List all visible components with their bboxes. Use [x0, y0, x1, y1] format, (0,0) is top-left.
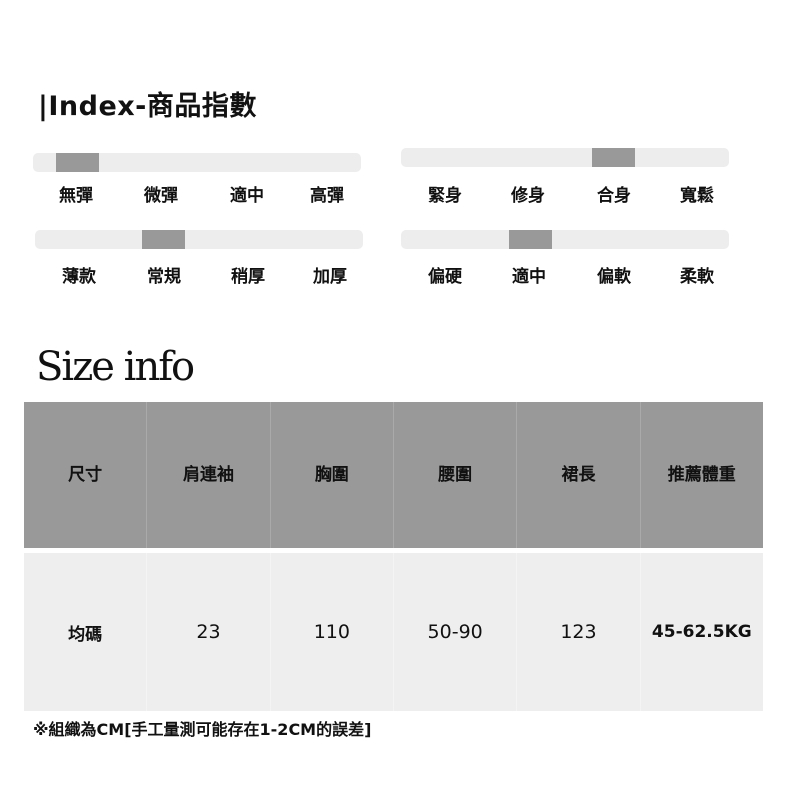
table-cell: 23	[147, 553, 271, 711]
table-cell: 110	[271, 553, 394, 711]
thickness-option-label: 加厚	[313, 267, 347, 287]
header-cell: 肩連袖	[147, 402, 271, 548]
table-header-row: 尺寸 肩連袖 胸圍 腰圍 裙長 推薦體重	[24, 402, 763, 548]
softness-option-label: 偏軟	[597, 267, 631, 287]
size-info-title: Size info	[36, 344, 195, 390]
table-cell: 50-90	[394, 553, 518, 711]
elasticity-option-label: 無彈	[59, 186, 93, 206]
elasticity-option-label: 高彈	[310, 186, 344, 206]
softness-slider	[401, 230, 729, 249]
header-cell: 腰圍	[394, 402, 518, 548]
table-cell: 均碼	[24, 553, 148, 711]
fit-slider	[401, 148, 729, 167]
table-cell: 123	[517, 553, 641, 711]
fit-option-label: 修身	[511, 186, 545, 206]
header-cell: 推薦體重	[667, 464, 736, 485]
measurement-note: ※組織為CM[手工量測可能存在1-2CM的誤差]	[33, 720, 372, 739]
elasticity-option-label: 適中	[230, 186, 264, 206]
size-table: 尺寸 肩連袖 胸圍 腰圍 裙長 推薦體重 均碼 23 110 50-90 123…	[24, 402, 763, 711]
fit-slider-thumb	[592, 148, 635, 167]
softness-slider-thumb	[509, 230, 552, 249]
elasticity-option-label: 微彈	[144, 186, 178, 206]
thickness-slider-thumb	[142, 230, 185, 249]
softness-option-label: 適中	[512, 267, 546, 287]
header-cell: 裙長	[517, 402, 641, 548]
index-title: |Index-商品指數	[38, 91, 257, 122]
header-cell: 尺寸	[24, 402, 148, 548]
softness-option-label: 柔軟	[680, 267, 714, 287]
thickness-slider	[35, 230, 363, 249]
fit-option-label: 合身	[597, 186, 631, 206]
softness-option-label: 偏硬	[428, 267, 462, 287]
table-cell: 45-62.5KG	[651, 622, 752, 642]
elasticity-slider-thumb	[56, 153, 99, 172]
fit-option-label: 寬鬆	[680, 186, 714, 206]
header-cell: 胸圍	[271, 402, 394, 548]
thickness-option-label: 薄款	[62, 267, 96, 287]
fit-option-label: 緊身	[428, 186, 462, 206]
thickness-option-label: 稍厚	[231, 267, 265, 287]
thickness-option-label: 常規	[147, 267, 181, 287]
elasticity-slider	[33, 153, 361, 172]
table-row: 均碼 23 110 50-90 123 45-62.5KG	[24, 553, 763, 711]
